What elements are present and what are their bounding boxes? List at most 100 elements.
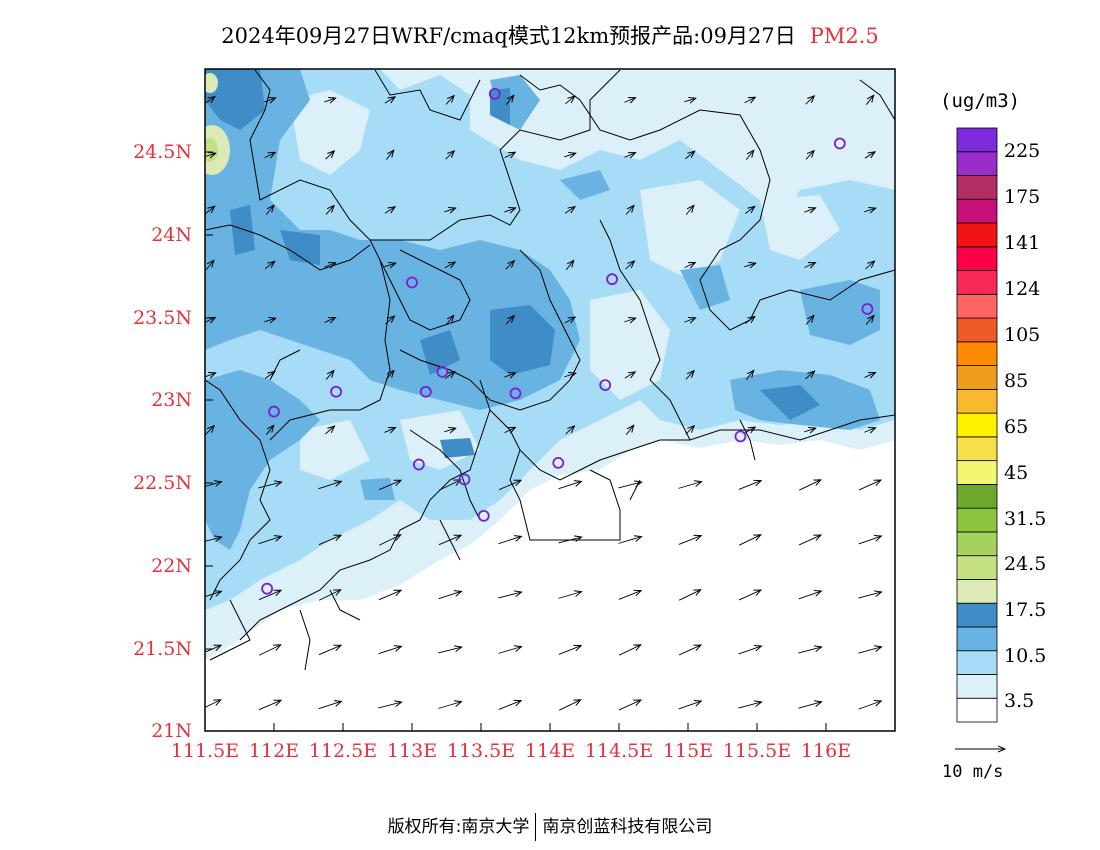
station-marker (861, 303, 874, 315)
wind-arrow (205, 206, 214, 215)
wind-arrow (498, 592, 521, 599)
lat-label: 22.5N (133, 472, 192, 494)
wind-arrow (505, 316, 514, 325)
wind-arrow (325, 426, 334, 435)
wind-arrow (318, 535, 341, 546)
wind-arrow (618, 700, 641, 711)
wind-arrow (564, 317, 575, 324)
wind-arrow (864, 152, 875, 159)
wind-arrow (438, 702, 461, 709)
lon-label: 112E (248, 740, 300, 762)
wind-arrow (318, 645, 341, 656)
wind-arrow (804, 208, 815, 212)
wind-arrow (325, 206, 334, 215)
wind-arrow (265, 425, 274, 435)
colorbar-swatch (956, 412, 998, 438)
lon-label: 113E (386, 740, 438, 762)
wind-arrow (324, 263, 335, 267)
wind-arrow (205, 260, 214, 270)
wind-arrow (564, 153, 575, 157)
colorbar-swatch (956, 270, 998, 295)
wind-arrow (378, 535, 401, 546)
colorbar-swatch (956, 602, 998, 628)
lon-label: 114E (524, 740, 576, 762)
wind-arrow (325, 370, 334, 380)
wind-arrow (498, 480, 521, 491)
wind-arrow (684, 262, 696, 267)
wind-arrow (264, 152, 276, 157)
colorbar-swatch (956, 674, 998, 699)
wind-arrow (445, 96, 454, 105)
lon-label: 113.5E (446, 740, 516, 762)
boundary-lines (205, 69, 895, 671)
lat-label: 24N (151, 224, 192, 246)
wind-arrow (685, 151, 694, 160)
wind-arrow (625, 261, 635, 270)
wind-arrow (324, 98, 335, 102)
wind-arrow (438, 647, 461, 654)
wind-arrow (864, 208, 875, 212)
wind-arrow (738, 590, 761, 601)
colorbar-swatch (956, 127, 998, 153)
station-marker (406, 276, 418, 289)
colorbar-label: 175 (1004, 186, 1041, 208)
colorbar-swatch (956, 555, 998, 580)
station-marker (488, 87, 501, 100)
wind-arrow (258, 700, 281, 711)
wind-arrow (565, 426, 575, 435)
wind-arrow (445, 151, 455, 160)
wind-arrow (444, 208, 455, 212)
wind-arrow (684, 98, 695, 102)
station-marker (552, 456, 565, 469)
wind-arrow (438, 480, 461, 491)
wind-arrow (678, 482, 701, 489)
station-marker (412, 458, 425, 471)
wind-arrow (618, 591, 641, 600)
wind-arrow (505, 95, 514, 105)
wind-arrow (385, 316, 394, 325)
wind-arrow (805, 151, 814, 160)
wind-arrow (685, 426, 695, 435)
wind-arrow (858, 647, 881, 654)
wind-arrow (805, 315, 814, 325)
wind-arrow (678, 590, 701, 601)
wind-arrow (558, 700, 581, 711)
wind-arrow (558, 481, 582, 490)
lon-label: 112.5E (308, 740, 378, 762)
wind-arrow (798, 702, 821, 709)
station-marker (419, 385, 432, 398)
colorbar-swatch (956, 198, 998, 224)
wind-arrow (805, 371, 814, 380)
wind-arrow (558, 646, 581, 655)
colorbar-label: 45 (1004, 462, 1029, 484)
wind-arrow (264, 372, 275, 379)
axis-ticks (205, 151, 827, 731)
wind-arrow (744, 206, 755, 214)
wind-arrow (378, 590, 401, 601)
wind-arrow (798, 480, 821, 491)
wind-arrow (444, 428, 455, 432)
lat-label: 22N (151, 555, 192, 577)
wind-arrow (798, 535, 821, 546)
colorbar-swatch (956, 579, 998, 604)
wind-arrow (378, 480, 401, 491)
wind-arrow (498, 647, 521, 654)
lon-label: 115E (662, 740, 714, 762)
lat-label: 23.5N (133, 307, 192, 329)
wind-arrow (678, 645, 701, 656)
wind-arrow (864, 428, 875, 433)
station-marker (606, 273, 618, 286)
wind-arrow (678, 701, 702, 710)
station-marker (268, 405, 280, 418)
wind-arrow (324, 318, 336, 323)
map-title: 2024年09月27日WRF/cmaq模式12km预报产品:09月27日 PM2.… (0, 20, 1100, 50)
colorbar-swatch (956, 460, 998, 485)
lon-label: 115.5E (722, 740, 792, 762)
colorbar-swatch (956, 222, 998, 248)
wind-arrow (498, 701, 521, 710)
colorbar-swatch (956, 293, 998, 319)
wind-arrow (205, 97, 215, 104)
wind-arrow (264, 318, 275, 322)
colorbar-label: 105 (1004, 324, 1041, 346)
